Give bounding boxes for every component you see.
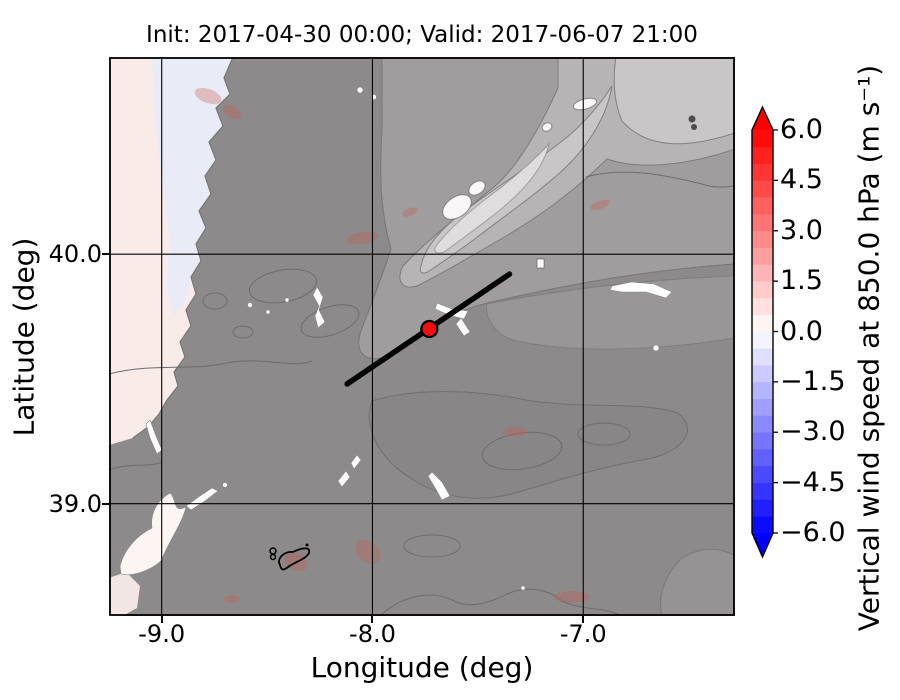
station-marker [420,319,439,339]
y-tick-label: 39.0 [48,489,102,518]
map-plot [109,57,735,616]
x-tick-mark [160,616,163,623]
black-closed-contour [278,547,311,571]
colorbar-tick-label: −6.0 [780,517,846,549]
river-highlights [119,86,673,591]
plot-border [109,57,735,616]
x-tick-label: -9.0 [138,620,186,648]
grid-lines [109,57,735,616]
colorbar-tick-label: −3.0 [780,416,846,448]
x-tick-label: -7.0 [559,620,607,648]
colorbar-tick-label: 6.0 [780,114,823,146]
wind-tint-patches [194,87,610,603]
colorbar [751,105,778,559]
x-axis-label: Longitude (deg) [310,651,534,684]
colorbar-tick-label: 0.0 [780,315,823,347]
x-tick-mark [371,616,374,623]
y-tick-mark [102,502,109,505]
colorbar-tick-label: −4.5 [780,466,846,498]
y-tick-mark [102,253,109,256]
ocean-region [109,57,234,616]
colorbar-label: Vertical wind speed at 850.0 hPa (m s⁻¹) [852,64,886,632]
plot-title: Init: 2017-04-30 00:00; Valid: 2017-06-0… [146,22,698,48]
terrain-relief [358,57,735,616]
colorbar-tick-label: 3.0 [780,214,823,246]
colorbar-tick-label: −1.5 [780,366,846,398]
colorbar-tick-label: 4.5 [780,164,823,196]
spot-features [269,115,697,571]
y-axis-label: Latitude (deg) [7,237,41,437]
x-tick-label: -8.0 [349,620,396,648]
colorbar-tick-label: 1.5 [780,265,823,297]
y-tick-label: 40.0 [48,239,102,268]
x-tick-mark [582,616,585,623]
